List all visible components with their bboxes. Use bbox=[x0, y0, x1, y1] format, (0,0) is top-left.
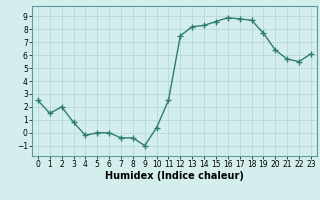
X-axis label: Humidex (Indice chaleur): Humidex (Indice chaleur) bbox=[105, 171, 244, 181]
